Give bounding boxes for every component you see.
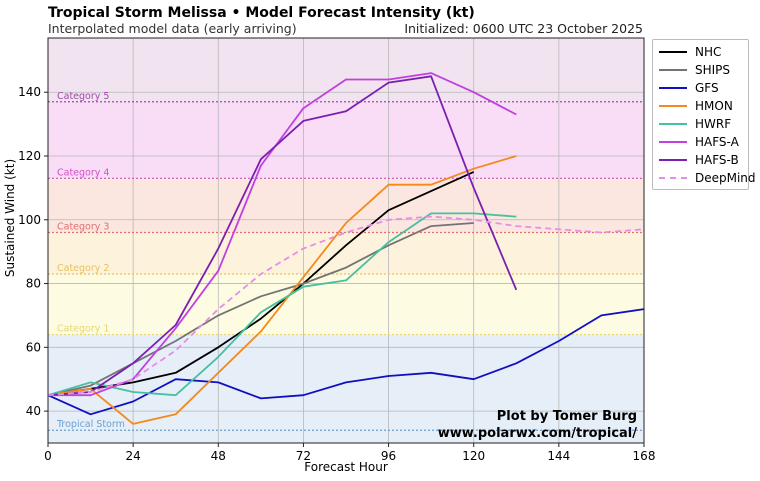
initialization-time: Initialized: 0600 UTC 23 October 2025 — [404, 21, 643, 36]
y-tick-label-120: 120 — [18, 149, 41, 163]
x-tick-label-168: 168 — [633, 449, 656, 463]
series-lines — [47, 72, 645, 425]
category-label-category-1: Category 1 — [57, 324, 109, 335]
legend-swatch-hafs-a — [659, 141, 687, 143]
category-label-category-4: Category 4 — [57, 167, 109, 178]
x-axis-label: Forecast Hour — [304, 460, 388, 474]
legend-item-deepmind: DeepMind — [659, 169, 756, 187]
legend-swatch-hafs-b — [659, 159, 687, 161]
plot-frame — [47, 37, 645, 444]
legend-item-hwrf: HWRF — [659, 115, 731, 133]
x-tick-label-72: 72 — [296, 449, 311, 463]
x-tick-label-24: 24 — [126, 449, 141, 463]
legend-label-nhc: NHC — [695, 45, 722, 59]
credit-url: www.polarwx.com/tropical/ — [438, 426, 638, 441]
x-tick-label-48: 48 — [211, 449, 226, 463]
category-bands — [48, 38, 644, 443]
legend-item-hafs-b: HAFS-B — [659, 151, 739, 169]
category-labels: Tropical Storm Category 1 Category 2 Catego… — [56, 91, 125, 430]
legend-swatch-hmon — [659, 105, 687, 107]
legend-swatch-deepmind — [659, 177, 687, 179]
category-label-tropical-storm: Tropical Storm — [56, 419, 125, 430]
series-line-gfs — [47, 308, 645, 416]
legend-swatch-ships — [659, 69, 687, 71]
legend-item-hmon: HMON — [659, 97, 733, 115]
y-tick-label-100: 100 — [18, 213, 41, 227]
legend-label-gfs: GFS — [695, 81, 719, 95]
series-line-hafs-a — [48, 72, 517, 397]
band-category-4 — [48, 101, 644, 179]
series-line-deepmind — [47, 215, 645, 397]
legend-label-hafs-b: HAFS-B — [695, 153, 739, 167]
band-category-1 — [48, 273, 644, 335]
category-label-category-3: Category 3 — [57, 222, 109, 233]
y-tick-label-140: 140 — [18, 85, 41, 99]
y-tick-label-40: 40 — [26, 404, 41, 418]
credit-author: Plot by Tomer Burg — [497, 409, 637, 424]
legend-label-hwrf: HWRF — [695, 117, 732, 131]
legend-item-gfs: GFS — [659, 79, 719, 97]
y-tick-label-60: 60 — [26, 340, 41, 354]
series-line-hafs-b — [47, 75, 518, 397]
legend-label-hafs-a: HAFS-A — [695, 135, 739, 149]
x-tick-label-0: 0 — [44, 449, 52, 463]
legend-swatch-gfs — [659, 87, 687, 89]
category-label-category-2: Category 2 — [57, 263, 109, 274]
x-tick-label-144: 144 — [547, 449, 570, 463]
legend-item-nhc: NHC — [659, 43, 721, 61]
band-tropical-storm — [48, 334, 644, 443]
band-category-5 — [48, 38, 644, 102]
category-label-category-5: Category 5 — [57, 91, 109, 102]
y-axis-ticks: 40 60 80 100 120 140 — [18, 85, 48, 418]
legend-swatch-nhc — [659, 51, 687, 53]
chart-title: Tropical Storm Melissa • Model Forecast … — [48, 5, 475, 21]
series-line-hwrf — [47, 212, 517, 397]
y-axis-label: Sustained Wind (kt) — [3, 159, 17, 277]
legend-label-ships: SHIPS — [695, 63, 731, 77]
legend-swatch-hwrf — [659, 123, 687, 125]
series-line-hmon — [47, 155, 517, 425]
legend-label-deepmind: DeepMind — [695, 171, 756, 185]
category-threshold-lines — [48, 101, 644, 431]
legend-item-hafs-a: HAFS-A — [659, 133, 739, 151]
x-tick-label-96: 96 — [381, 449, 396, 463]
x-axis-ticks: 0 24 48 72 96 120 144 168 — [44, 443, 655, 463]
series-line-ships — [47, 222, 474, 397]
y-tick-label-80: 80 — [26, 277, 41, 291]
legend: NHC SHIPS GFS HMON HWRF HAFS-A HAFS-B DeepMind — [652, 39, 756, 190]
legend-item-ships: SHIPS — [659, 61, 730, 79]
chart-subtitle: Interpolated model data (early arriving) — [48, 21, 297, 36]
x-tick-label-120: 120 — [462, 449, 485, 463]
legend-label-hmon: HMON — [695, 99, 733, 113]
